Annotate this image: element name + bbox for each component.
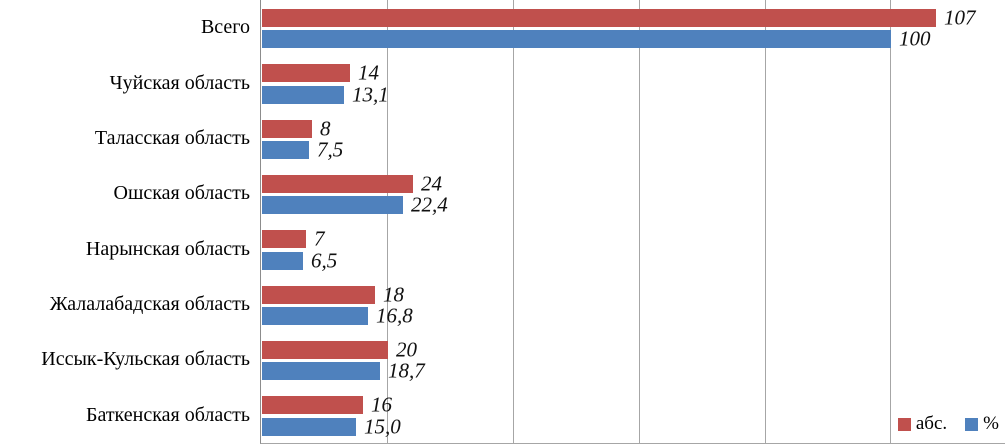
bar-abs-4 <box>262 230 306 248</box>
value-label-pct-2: 7,5 <box>317 137 344 162</box>
category-label: Чуйская область <box>109 71 250 94</box>
legend-item-pct: % <box>965 413 999 435</box>
value-label-pct-3: 22,4 <box>411 192 448 217</box>
bar-pct-2 <box>262 141 309 159</box>
legend-swatch-pct-icon <box>965 417 979 431</box>
bar-pct-5 <box>262 307 368 325</box>
legend: абс. % <box>897 413 999 435</box>
value-label-abs-2: 8 <box>320 116 331 141</box>
bar-abs-3 <box>262 175 413 193</box>
value-label-abs-7: 16 <box>371 392 392 417</box>
value-label-abs-4: 7 <box>314 226 325 251</box>
category-label: Баткенская область <box>85 403 250 426</box>
bar-pct-1 <box>262 86 344 104</box>
category-label: Ошская область <box>113 182 250 205</box>
bar-abs-6 <box>262 341 388 359</box>
legend-label-abs: абс. <box>915 413 948 434</box>
bar-pct-3 <box>262 196 403 214</box>
value-label-pct-0: 100 <box>899 26 931 51</box>
category-label: Нарынская область <box>85 237 250 260</box>
legend-swatch-abs-icon <box>897 417 911 431</box>
bar-pct-7 <box>262 418 356 436</box>
bar-pct-4 <box>262 252 303 270</box>
category-label: Всего <box>200 16 250 39</box>
gridline-x-60 <box>639 0 640 443</box>
value-label-abs-3: 24 <box>421 171 442 196</box>
bar-abs-2 <box>262 120 312 138</box>
value-label-pct-1: 13,1 <box>352 82 389 107</box>
legend-item-abs: абс. <box>897 413 948 435</box>
bar-abs-5 <box>262 286 375 304</box>
gridline-x-20 <box>387 0 388 443</box>
gridline-x-40 <box>513 0 514 443</box>
category-label: Иссык-Кульская область <box>41 348 250 371</box>
value-label-pct-7: 15,0 <box>364 414 401 439</box>
gridline-x-100 <box>890 0 891 443</box>
bar-abs-7 <box>262 396 363 414</box>
value-label-pct-5: 16,8 <box>376 303 413 328</box>
value-label-abs-5: 18 <box>383 282 404 307</box>
value-label-abs-6: 20 <box>396 337 417 362</box>
value-label-pct-6: 18,7 <box>388 358 425 383</box>
value-label-abs-0: 107 <box>944 5 976 30</box>
plot-area: 107 100 14 13,1 8 7,5 24 22,4 7 6,5 18 16,8 20 18,7 16… <box>260 0 1005 444</box>
value-label-abs-1: 14 <box>358 60 379 85</box>
value-label-pct-4: 6,5 <box>311 248 338 273</box>
category-label: Жалалабадская область <box>49 293 250 316</box>
legend-label-pct: % <box>983 413 999 434</box>
bar-pct-0 <box>262 30 891 48</box>
bar-abs-1 <box>262 64 350 82</box>
gridline-x-80 <box>765 0 766 443</box>
bar-pct-6 <box>262 362 380 380</box>
category-label: Таласская область <box>94 126 250 149</box>
bar-abs-0 <box>262 9 936 27</box>
